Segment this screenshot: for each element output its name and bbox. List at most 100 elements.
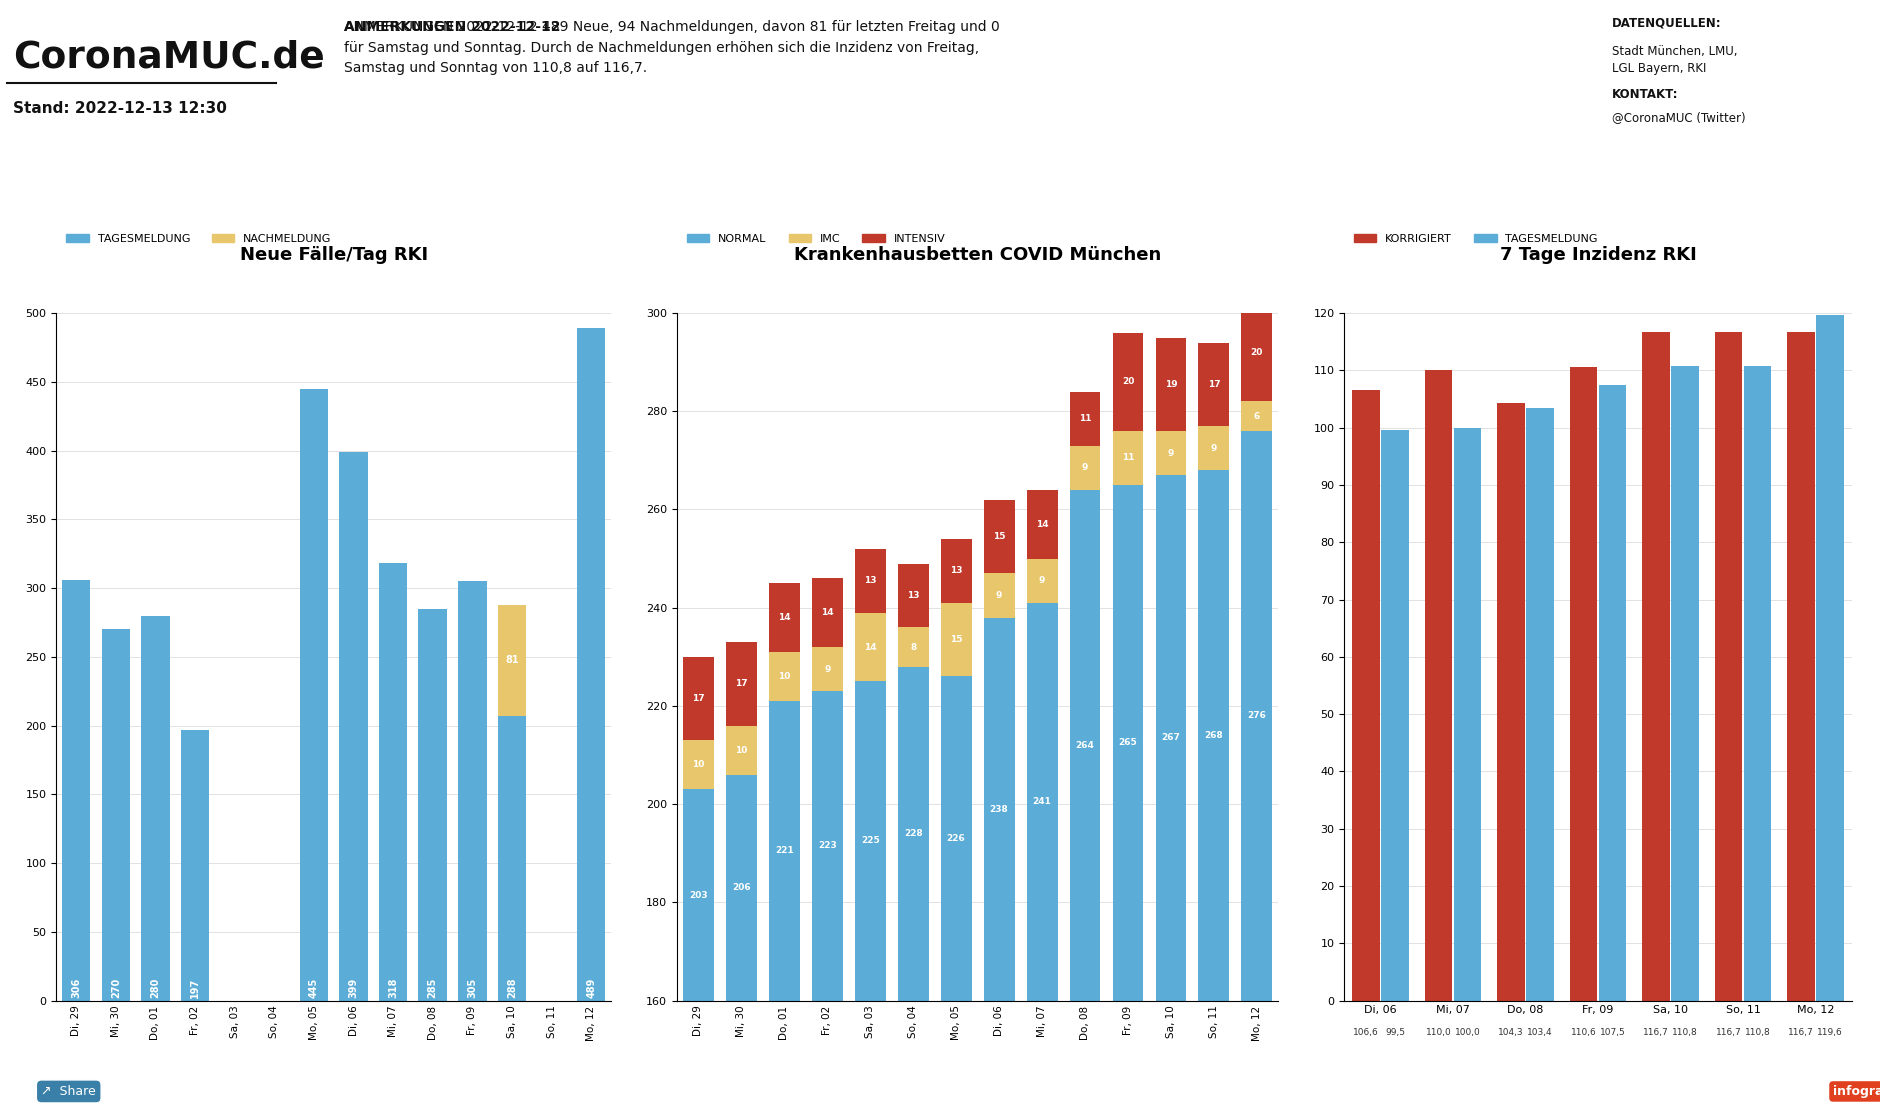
Text: 264: 264 bbox=[1075, 741, 1094, 750]
Bar bbox=[1598, 385, 1626, 1001]
Text: DATENQUELLEN:: DATENQUELLEN: bbox=[1611, 17, 1722, 29]
Text: 9: 9 bbox=[996, 591, 1002, 600]
Bar bbox=[1070, 490, 1100, 1118]
Bar bbox=[577, 329, 605, 1001]
Text: 119,6: 119,6 bbox=[1818, 1029, 1842, 1038]
Bar bbox=[769, 701, 799, 1118]
Bar bbox=[726, 775, 758, 1118]
Bar bbox=[726, 642, 758, 726]
Text: AKTUELL INFIZIERTE*: AKTUELL INFIZIERTE* bbox=[587, 148, 720, 158]
Legend: NORMAL, IMC, INTENSIV: NORMAL, IMC, INTENSIV bbox=[682, 229, 949, 248]
Text: 11: 11 bbox=[1122, 454, 1134, 463]
Text: 206: 206 bbox=[731, 883, 750, 892]
Bar bbox=[855, 681, 885, 1118]
Title: Krankenhausbetten COVID München: Krankenhausbetten COVID München bbox=[793, 246, 1162, 264]
Title: Neue Fälle/Tag RKI: Neue Fälle/Tag RKI bbox=[239, 246, 429, 264]
Text: +555: +555 bbox=[73, 195, 188, 233]
Bar bbox=[812, 578, 842, 647]
Bar bbox=[1156, 338, 1186, 430]
Bar bbox=[1156, 475, 1186, 1118]
Text: Stadt München, LMU,
LGL Bayern, RKI: Stadt München, LMU, LGL Bayern, RKI bbox=[1611, 45, 1737, 75]
Text: 20: 20 bbox=[1122, 377, 1134, 387]
Text: 110,6: 110,6 bbox=[1570, 1029, 1596, 1038]
Text: 100,0: 100,0 bbox=[1455, 1029, 1480, 1038]
Text: 197: 197 bbox=[190, 977, 199, 998]
Text: Genesene: 697.993: Genesene: 697.993 bbox=[598, 268, 707, 278]
Bar bbox=[498, 716, 526, 1001]
Bar bbox=[726, 726, 758, 775]
Text: 14: 14 bbox=[1036, 520, 1049, 529]
Bar bbox=[940, 539, 972, 603]
Text: Di-Sa, nicht nach
Feiertagen: Di-Sa, nicht nach Feiertagen bbox=[1701, 268, 1797, 292]
Text: 276: 276 bbox=[1248, 711, 1267, 720]
Bar bbox=[1026, 603, 1058, 1118]
Bar bbox=[983, 574, 1015, 617]
Text: 15: 15 bbox=[993, 532, 1006, 541]
Text: ANMERKUNGEN 2022-12-12: ANMERKUNGEN 2022-12-12 bbox=[344, 20, 560, 35]
Bar bbox=[1156, 430, 1186, 475]
Text: 116,7: 116,7 bbox=[1716, 1029, 1741, 1038]
Text: 19: 19 bbox=[1164, 380, 1177, 389]
Text: 9: 9 bbox=[1040, 576, 1045, 585]
Text: 445: 445 bbox=[308, 977, 320, 998]
Bar bbox=[380, 563, 408, 1001]
Bar bbox=[1113, 430, 1143, 485]
Text: 9: 9 bbox=[823, 664, 831, 674]
Bar bbox=[940, 676, 972, 1118]
Text: 270: 270 bbox=[111, 977, 120, 998]
Bar bbox=[1643, 332, 1669, 1001]
Text: 280: 280 bbox=[150, 977, 160, 998]
Text: 285: 285 bbox=[429, 977, 438, 998]
Text: KONTAKT:: KONTAKT: bbox=[1611, 88, 1679, 102]
Bar bbox=[1198, 471, 1230, 1118]
Text: 8: 8 bbox=[910, 643, 916, 652]
Text: 110,8: 110,8 bbox=[1745, 1029, 1771, 1038]
Title: 7 Tage Inzidenz RKI: 7 Tage Inzidenz RKI bbox=[1500, 246, 1696, 264]
Text: 228: 228 bbox=[904, 830, 923, 838]
Text: @CoronaMUC (Twitter): @CoronaMUC (Twitter) bbox=[1611, 112, 1747, 124]
Text: 6: 6 bbox=[1254, 411, 1260, 420]
Text: 81: 81 bbox=[506, 655, 519, 665]
Text: 221: 221 bbox=[775, 846, 793, 855]
Bar bbox=[1070, 391, 1100, 446]
Text: 14: 14 bbox=[822, 608, 833, 617]
Text: 223: 223 bbox=[818, 842, 837, 851]
Text: 116,7: 116,7 bbox=[1643, 1029, 1669, 1038]
Text: 9: 9 bbox=[1211, 444, 1216, 453]
Text: 489: 489 bbox=[587, 977, 596, 998]
Text: 9: 9 bbox=[1081, 463, 1089, 472]
Bar bbox=[1198, 342, 1230, 426]
Bar bbox=[812, 647, 842, 691]
Bar bbox=[1113, 333, 1143, 430]
Bar bbox=[682, 656, 714, 740]
Bar bbox=[459, 581, 487, 1001]
Text: 107,5: 107,5 bbox=[1600, 1029, 1626, 1038]
Text: 17: 17 bbox=[1207, 380, 1220, 389]
Bar bbox=[498, 605, 526, 716]
Bar bbox=[1382, 430, 1408, 1001]
Text: 288: 288 bbox=[508, 977, 517, 998]
Bar bbox=[983, 500, 1015, 574]
Text: Stand: 2022-12-13 12:30: Stand: 2022-12-13 12:30 bbox=[13, 102, 227, 116]
Text: 306: 306 bbox=[71, 977, 81, 998]
Bar bbox=[1425, 370, 1451, 1001]
Bar bbox=[682, 789, 714, 1118]
Bar bbox=[1241, 303, 1273, 401]
Text: 119,6: 119,6 bbox=[1688, 195, 1810, 233]
Bar bbox=[62, 580, 90, 1001]
Text: 268: 268 bbox=[1205, 731, 1224, 740]
Text: ↗  Share: ↗ Share bbox=[41, 1084, 96, 1098]
Text: 110,0: 110,0 bbox=[1425, 1029, 1451, 1038]
Text: 399: 399 bbox=[348, 977, 359, 998]
Text: 238: 238 bbox=[989, 805, 1008, 814]
Text: 103,4: 103,4 bbox=[1527, 1029, 1553, 1038]
Text: 110,8: 110,8 bbox=[1671, 1029, 1698, 1038]
Bar bbox=[855, 613, 885, 681]
Bar bbox=[1198, 426, 1230, 471]
Bar bbox=[1453, 428, 1481, 1001]
Bar bbox=[897, 666, 929, 1118]
Text: 15: 15 bbox=[949, 635, 963, 644]
Bar bbox=[1816, 315, 1844, 1001]
Text: 14: 14 bbox=[863, 643, 876, 652]
Text: 318: 318 bbox=[387, 977, 399, 998]
